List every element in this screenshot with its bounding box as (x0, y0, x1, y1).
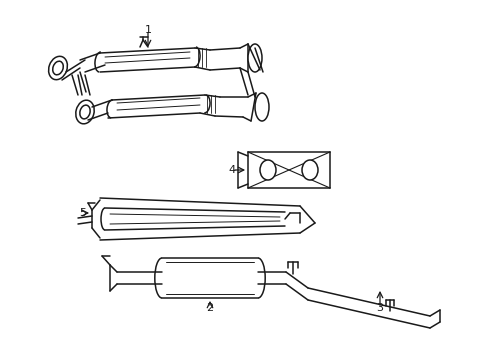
Ellipse shape (48, 56, 67, 80)
Ellipse shape (254, 93, 268, 121)
Ellipse shape (247, 44, 262, 72)
Ellipse shape (76, 100, 94, 124)
Text: 5: 5 (80, 208, 86, 218)
Ellipse shape (302, 160, 317, 180)
Text: 2: 2 (206, 303, 213, 313)
Ellipse shape (53, 61, 63, 75)
Text: 4: 4 (228, 165, 235, 175)
Text: 1: 1 (144, 25, 151, 35)
Ellipse shape (260, 160, 275, 180)
Ellipse shape (80, 105, 90, 119)
Text: 3: 3 (376, 303, 383, 313)
